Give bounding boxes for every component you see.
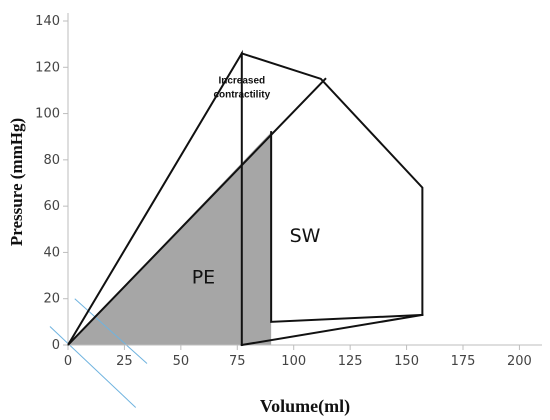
x-axis-title: Volume(ml)	[260, 396, 350, 417]
labels-layer: Volume(ml) Pressure (mmHg) Increased con…	[7, 75, 350, 417]
y-axis-title: Pressure (mmHg)	[7, 118, 26, 246]
series-2	[66, 77, 327, 347]
y-tick-label-6: 120	[35, 60, 60, 75]
y-tick-label-2: 40	[43, 245, 60, 260]
y-tick-label-7: 140	[35, 14, 60, 29]
sw-label: SW	[290, 225, 321, 247]
y-tick-label-4: 80	[43, 153, 60, 168]
annotation-increased: Increased	[218, 75, 265, 86]
x-tick-label-1: 25	[116, 354, 133, 369]
x-tick-label-7: 175	[451, 354, 476, 369]
x-tick-label-5: 125	[338, 354, 363, 369]
y-tick-label-0: 0	[52, 338, 60, 353]
x-tick-label-2: 50	[173, 354, 190, 369]
y-tick-label-1: 20	[43, 292, 60, 307]
shade-layer	[68, 132, 272, 345]
x-tick-label-3: 75	[229, 354, 246, 369]
pe-shaded-region	[68, 132, 272, 345]
guide-line-1	[74, 298, 148, 364]
annotation-contractility: contractility	[213, 89, 270, 100]
y-tick-label-3: 60	[43, 199, 60, 214]
guide-line-2	[49, 326, 137, 408]
y-tick-label-5: 100	[35, 107, 60, 122]
series-3	[240, 52, 424, 347]
x-tick-label-6: 150	[394, 354, 419, 369]
x-tick-label-4: 100	[281, 354, 306, 369]
series-layer	[66, 49, 424, 347]
ticks-layer: 0 25 50 75 100 125 150 175 200 0 20 40 60 80 100 120 140	[35, 14, 532, 369]
x-tick-label-0: 0	[64, 354, 72, 369]
x-tick-label-8: 200	[507, 354, 532, 369]
guide-layer	[49, 298, 148, 408]
series-4	[270, 131, 424, 323]
pe-label: PE	[192, 267, 215, 289]
